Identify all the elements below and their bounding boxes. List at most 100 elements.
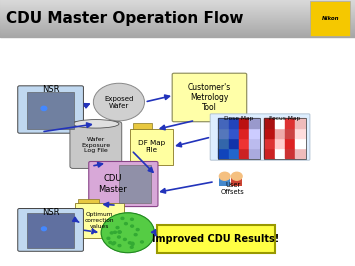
Bar [218,128,229,138]
Circle shape [141,241,143,243]
Bar [0,20,355,21]
Circle shape [107,237,110,239]
Bar [0,3,355,4]
Bar [275,138,285,148]
Bar [0,16,355,17]
Circle shape [129,242,131,244]
Ellipse shape [73,120,119,128]
Bar [0,36,355,37]
Circle shape [110,232,113,234]
Bar [0,1,355,2]
Bar [0,32,355,33]
FancyBboxPatch shape [119,165,151,203]
Bar [0,33,355,34]
Ellipse shape [93,83,144,121]
Circle shape [130,246,133,248]
Bar [275,118,285,128]
Circle shape [109,241,112,243]
Circle shape [114,231,116,233]
Bar [249,148,259,158]
Bar [0,9,355,10]
Bar [0,26,355,27]
Circle shape [41,106,47,111]
Text: Customer's
Metrology
Tool: Customer's Metrology Tool [188,82,231,112]
Bar [0,35,355,36]
Circle shape [118,231,121,233]
Circle shape [116,227,119,229]
Text: Wafer
Exposure
Log File: Wafer Exposure Log File [81,137,110,153]
Bar [0,28,355,29]
Bar [0,11,355,12]
Bar [264,128,275,138]
Text: Improved CDU Results!: Improved CDU Results! [152,234,279,244]
FancyBboxPatch shape [210,114,310,160]
Bar [0,12,355,13]
Bar [295,118,305,128]
Bar [0,21,355,22]
Bar [0,14,355,15]
Bar [0,23,355,24]
Bar [239,128,249,138]
Bar [0,17,355,18]
Bar [0,24,355,25]
Circle shape [131,225,133,227]
Bar [295,148,305,158]
Circle shape [219,172,230,180]
Bar [249,128,259,138]
Circle shape [118,231,121,233]
Bar [239,138,249,148]
Text: Focus Map: Focus Map [269,116,301,120]
Text: DF Map
File: DF Map File [138,140,165,153]
Bar [218,148,229,158]
Bar [0,6,355,7]
Bar [275,148,285,158]
FancyBboxPatch shape [231,177,242,186]
FancyBboxPatch shape [27,213,74,248]
FancyBboxPatch shape [78,199,99,204]
Bar [0,25,355,26]
Text: Exposed
Wafer: Exposed Wafer [104,95,133,109]
Circle shape [42,227,47,231]
Bar [218,138,229,148]
Text: User
Offsets: User Offsets [221,182,244,195]
Circle shape [131,242,134,244]
FancyBboxPatch shape [75,203,124,238]
Circle shape [118,236,120,238]
Bar [285,128,295,138]
FancyBboxPatch shape [157,225,275,253]
Circle shape [118,244,121,247]
Bar [264,148,275,158]
Circle shape [113,242,116,244]
Bar [0,0,355,1]
FancyBboxPatch shape [172,73,247,122]
Bar [0,27,355,28]
Text: NSR: NSR [42,208,59,217]
Circle shape [101,213,154,253]
Bar [264,118,275,128]
Bar [0,29,355,30]
Bar [218,118,229,128]
Circle shape [121,217,124,219]
Bar [239,148,249,158]
Bar [275,128,285,138]
FancyBboxPatch shape [133,123,152,130]
FancyBboxPatch shape [219,177,230,186]
Bar [0,7,355,8]
Circle shape [124,238,126,240]
Bar [0,22,355,23]
Bar [0,5,355,6]
FancyBboxPatch shape [130,129,173,165]
Bar [264,138,275,148]
FancyBboxPatch shape [70,122,122,168]
Bar [229,118,239,128]
Text: Optimum
correction
values: Optimum correction values [84,213,114,229]
Text: CDU Master Operation Flow: CDU Master Operation Flow [6,11,244,26]
Bar [229,128,239,138]
Text: Dose Map: Dose Map [224,116,253,120]
Circle shape [134,234,137,236]
Bar [0,34,355,35]
Bar [239,118,249,128]
Circle shape [125,223,127,225]
Text: Nikon: Nikon [321,16,339,21]
Circle shape [131,243,134,245]
